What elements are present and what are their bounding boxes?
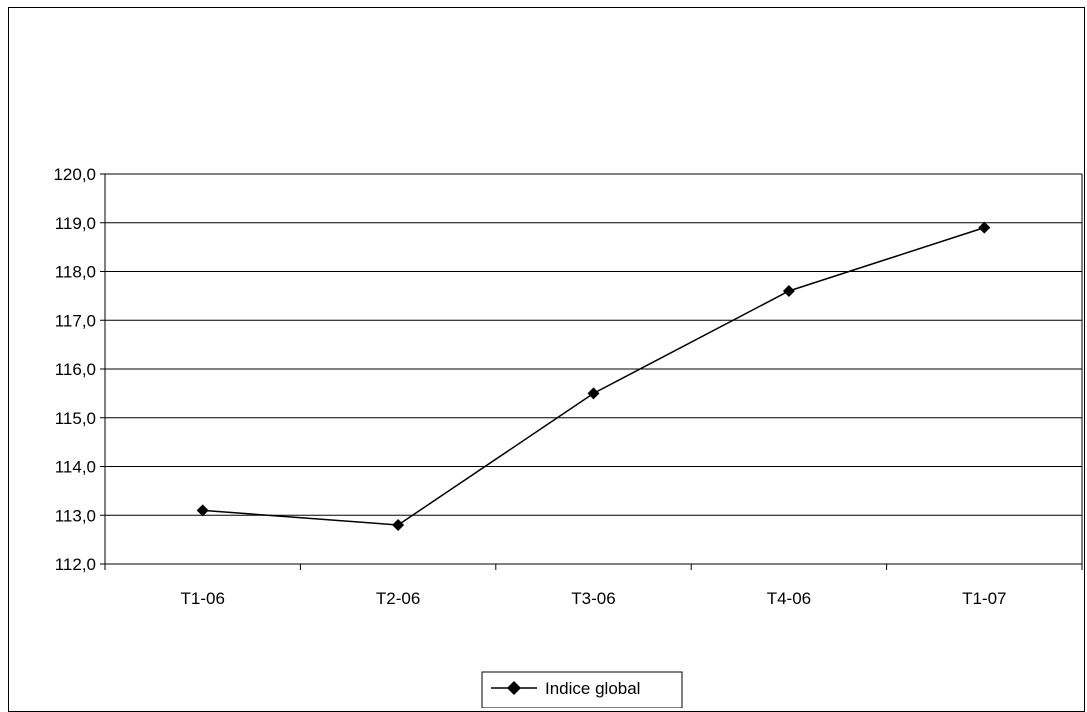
data-point-marker — [978, 221, 991, 234]
y-tick-label: 120,0 — [53, 165, 96, 184]
y-tick-label: 114,0 — [55, 458, 96, 477]
legend-label: Indice global — [545, 679, 640, 698]
legend: Indice global — [481, 671, 683, 708]
y-tick-label: 113,0 — [55, 506, 96, 525]
chart-frame — [8, 7, 1085, 712]
legend-marker — [507, 681, 521, 695]
y-tick-label: 118,0 — [55, 263, 96, 282]
data-point-marker — [782, 285, 795, 297]
y-tick-label: 112,0 — [55, 555, 96, 574]
x-tick-label: T2-06 — [376, 589, 420, 608]
y-tick-label: 117,0 — [55, 311, 96, 330]
x-tick-label: T1-07 — [962, 589, 1006, 608]
data-point-marker — [587, 387, 600, 400]
x-tick-labels: T1-06 T2-06 T3-06 T4-06 T1-07 — [180, 589, 1006, 608]
x-tick-label: T3-06 — [571, 589, 615, 608]
gridlines — [105, 173, 1082, 516]
x-tick-label: T1-06 — [180, 589, 224, 608]
y-tick-label: 119,0 — [55, 214, 96, 233]
y-tick-label: 116,0 — [55, 360, 96, 379]
data-point-marker — [392, 519, 405, 531]
series-indice-global — [196, 221, 991, 531]
x-tick-label: T4-06 — [767, 589, 811, 608]
axes — [100, 173, 1083, 570]
series-line — [202, 226, 985, 526]
data-point-marker — [196, 504, 209, 517]
y-tick-label: 115,0 — [55, 409, 96, 428]
y-tick-labels: 112,0 113,0 114,0 115,0 116,0 117,0 118,0 119,0… — [53, 165, 96, 574]
